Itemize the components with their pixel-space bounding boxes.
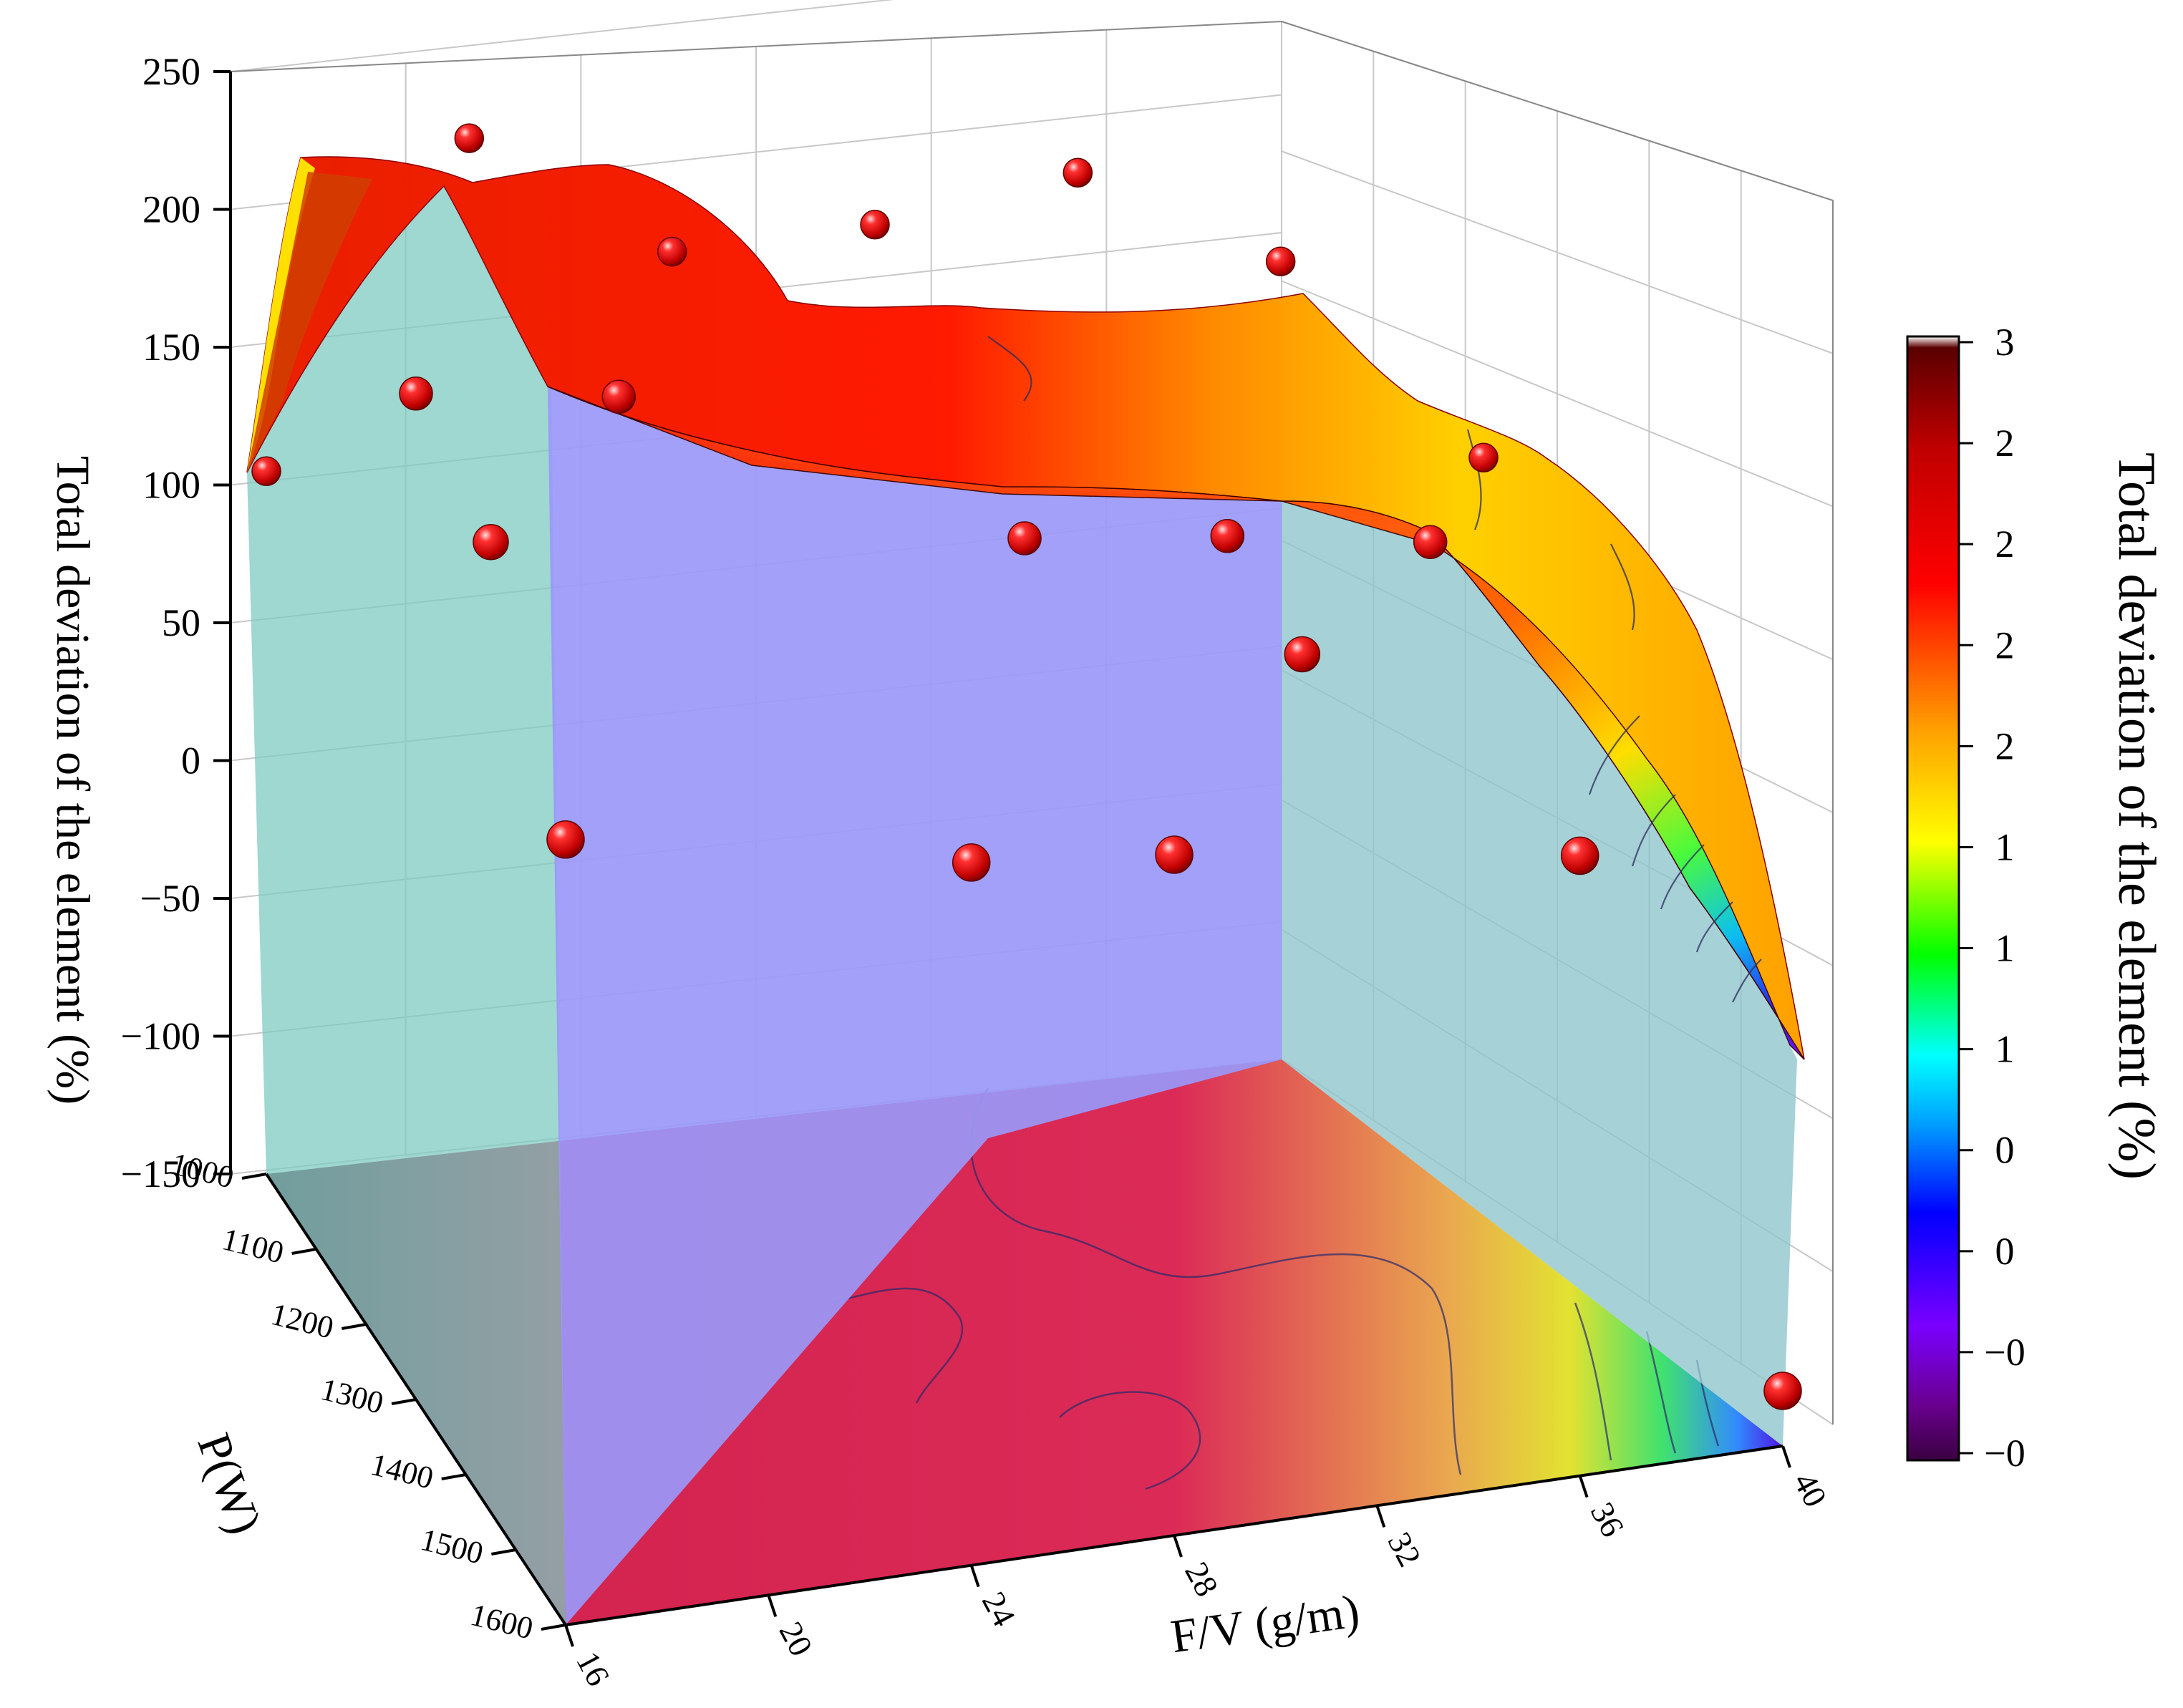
p-tick-label: 1100	[218, 1221, 287, 1270]
colorbar-tick-label: 0	[1995, 1230, 2015, 1273]
p-tick-mark	[490, 1548, 516, 1556]
fv-tick-label: 20	[773, 1616, 821, 1662]
p-tick-mark	[541, 1624, 566, 1631]
fv-tick-mark	[1173, 1535, 1183, 1558]
data-point	[1265, 246, 1296, 276]
z-tick-label: −100	[121, 1015, 200, 1058]
surface	[246, 156, 1805, 1060]
fv-tick-label: 32	[1381, 1526, 1429, 1573]
p-tick-mark	[341, 1323, 367, 1330]
left-curtain	[247, 157, 566, 1625]
p-tick-label: 1300	[317, 1372, 387, 1421]
colorbar-tick-label: −0	[1984, 1432, 2025, 1475]
p-axis-title: P(W)	[187, 1427, 271, 1540]
z-tick-label: −150	[121, 1153, 200, 1195]
data-point	[473, 524, 509, 561]
data-point	[860, 210, 890, 240]
data-points	[251, 123, 1802, 1410]
data-point	[1284, 636, 1321, 673]
colorbar-tick-label: 2	[1995, 724, 2015, 767]
fv-tick-mark	[1375, 1505, 1386, 1528]
colorbar-tick-label: −0	[1984, 1331, 2025, 1374]
p-tick-mark	[291, 1248, 317, 1255]
data-point	[546, 820, 585, 859]
data-point	[1155, 835, 1194, 874]
fv-tick-label: 36	[1584, 1496, 1632, 1543]
data-point	[1210, 519, 1245, 553]
p-tick-mark	[391, 1398, 417, 1405]
data-point	[1063, 157, 1093, 188]
right-curtain	[1282, 501, 1797, 1446]
z-tick-label: 200	[142, 188, 200, 231]
data-point	[454, 123, 485, 153]
front-curtain	[548, 387, 1282, 1625]
fv-tick-mark	[1781, 1445, 1791, 1468]
fv-tick-label: 28	[1178, 1556, 1226, 1603]
p-tick-mark	[241, 1173, 267, 1180]
colorbar-tick-label: 3	[1995, 321, 2015, 364]
p-tick-label: 1200	[268, 1296, 337, 1346]
colorbar: 3 2 2 2 2 1 1 1 0 0 −0 −0 Total deviation of the el…	[1906, 321, 2166, 1475]
z-tick-label: 250	[142, 50, 200, 93]
fv-tick-mark	[564, 1624, 574, 1647]
z-tick-label: −50	[140, 877, 200, 920]
p-tick-label: 1600	[467, 1597, 536, 1646]
data-point	[251, 456, 281, 487]
fv-tick-label: 16	[569, 1646, 617, 1692]
grid-line	[1281, 150, 1834, 354]
z-tick-label: 0	[181, 739, 200, 782]
colorbar-tick-label: 2	[1995, 422, 2015, 465]
fv-tick-label: 24	[975, 1586, 1023, 1632]
surface-front-edge	[547, 386, 1805, 1060]
z-tick-label: 150	[142, 326, 200, 369]
data-point	[952, 843, 991, 882]
data-point	[601, 379, 636, 414]
p-tick-mark	[441, 1473, 467, 1480]
fv-tick-label: 40	[1786, 1467, 1834, 1513]
floor-contour-lines	[830, 1087, 1720, 1490]
data-point	[399, 377, 433, 411]
data-point	[1468, 442, 1499, 473]
colorbar-gradient	[1906, 335, 1960, 1462]
surface-left-band	[247, 172, 372, 472]
grid-line	[230, 0, 894, 72]
colorbar-tick-label: 0	[1995, 1129, 2015, 1172]
colorbar-ticks: 3 2 2 2 2 1 1 1 0 0 −0 −0	[1959, 321, 2025, 1475]
data-point	[1413, 525, 1448, 559]
data-point	[1560, 836, 1599, 875]
colorbar-title: Total deviation of the element (%)	[2107, 452, 2166, 1180]
fv-tick-mark	[969, 1565, 980, 1588]
colorbar-tick-label: 1	[1995, 825, 2015, 868]
z-axis-title: Total deviation of the element (%)	[47, 456, 99, 1105]
fv-tick-mark	[1578, 1475, 1589, 1498]
back-frame	[230, 20, 1834, 1425]
colorbar-tick-label: 1	[1995, 1028, 2015, 1071]
z-tick-label: 100	[142, 464, 200, 507]
p-tick-label: 1400	[367, 1447, 437, 1496]
surface-contour-lines	[987, 336, 1762, 1003]
colorbar-tick-label: 2	[1995, 623, 2015, 666]
data-point	[1007, 521, 1042, 555]
colorbar-tick-label: 1	[1995, 927, 2015, 970]
data-point	[1763, 1372, 1802, 1410]
fv-tick-mark	[767, 1594, 778, 1617]
z-tick-label: 50	[162, 601, 200, 644]
p-tick-label: 1500	[417, 1522, 487, 1571]
colorbar-tick-label: 2	[1995, 523, 2015, 566]
data-point	[657, 236, 687, 267]
z-axis: 250 200 150 100 50 0 −50 −100 −150	[121, 50, 231, 1195]
grid-line	[1281, 280, 1834, 508]
